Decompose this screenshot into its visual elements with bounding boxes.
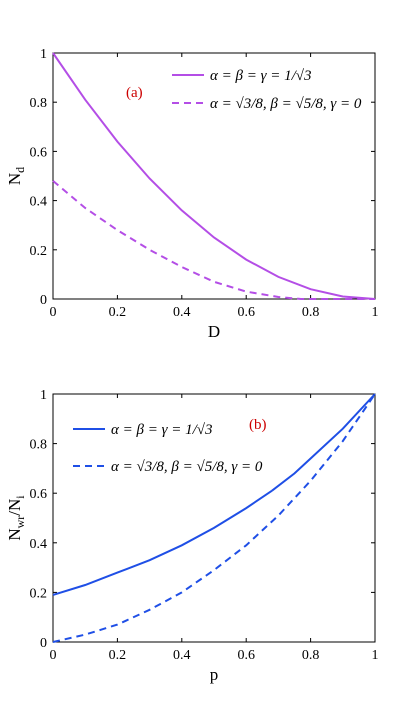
legend-entry: α = √3/8, β = √5/8, γ = 0 <box>111 459 263 475</box>
x-tick-label: 0.2 <box>109 648 127 663</box>
y-tick-label: 1 <box>40 388 47 403</box>
legend-entry: α = β = γ = 1/√3 <box>111 422 213 438</box>
x-tick-label: 0.2 <box>109 305 127 320</box>
panel-b: 0 0.2 0.4 0.6 0.8 1 0 0.2 0.4 0.6 0.8 1 p Nwr/Ni (b) α … <box>5 388 379 684</box>
x-tick-label: 0.8 <box>302 305 320 320</box>
series-line-0 <box>52 52 376 300</box>
series-line-1 <box>52 180 375 300</box>
x-axis-label: p <box>210 665 219 684</box>
x-tick-label: 0.6 <box>237 305 255 320</box>
y-tick-label: 0.4 <box>30 537 48 552</box>
panel-a: 0 0.2 0.4 0.6 0.8 1 0 0.2 0.4 0.6 0.8 1 D Nd (a) α = β … <box>5 47 379 341</box>
y-axis-label: Nd <box>5 167 27 185</box>
x-tick-label: 1 <box>372 305 379 320</box>
series-line-2 <box>271 393 376 492</box>
legend-entry: α = β = γ = 1/√3 <box>210 68 312 84</box>
x-tick-label: 1 <box>372 648 379 663</box>
y-tick-label: 0.8 <box>30 438 48 453</box>
series-line-1 <box>52 393 376 643</box>
plot-frame <box>52 393 376 643</box>
y-tick-label: 0.8 <box>30 96 48 111</box>
y-tick-label: 1 <box>40 47 47 62</box>
y-tick-label: 0.2 <box>30 586 48 601</box>
x-tick-label: 0 <box>50 305 57 320</box>
y-tick-label: 0 <box>40 293 47 308</box>
y-tick-label: 0 <box>40 636 47 651</box>
x-tick-label: 0.8 <box>302 648 320 663</box>
x-tick-label: 0.4 <box>173 305 191 320</box>
y-tick-label: 0.2 <box>30 244 48 259</box>
legend-entry: α = √3/8, β = √5/8, γ = 0 <box>210 96 362 112</box>
series-line-0 <box>52 489 273 596</box>
y-axis-label: Nwr/Ni <box>5 495 27 541</box>
x-tick-label: 0.4 <box>173 648 191 663</box>
x-axis-label: D <box>208 322 220 341</box>
y-tick-label: 0.4 <box>30 195 48 210</box>
y-tick-label: 0.6 <box>30 487 48 502</box>
x-tick-label: 0.6 <box>237 648 255 663</box>
panel-label: (a) <box>126 85 143 101</box>
panel-label: (b) <box>249 417 267 433</box>
x-tick-label: 0 <box>50 648 57 663</box>
y-tick-label: 0.6 <box>30 145 48 160</box>
plot-frame <box>52 52 376 300</box>
